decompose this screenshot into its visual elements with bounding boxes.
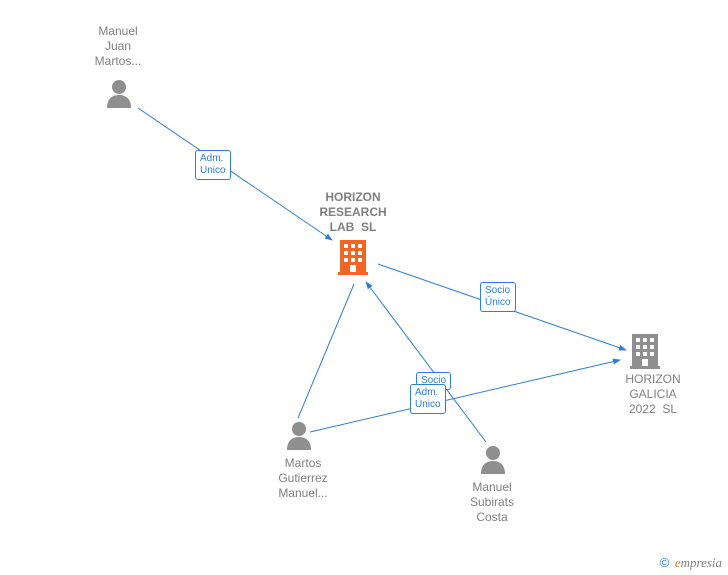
node-label-person: Manuel Subirats Costa xyxy=(462,480,522,525)
edge-adm-unico-1 xyxy=(138,108,332,240)
edge-plain xyxy=(298,284,354,418)
diagram-canvas xyxy=(0,0,728,575)
edge-label: Adm. Unico xyxy=(195,150,231,180)
brand-rest: mpresia xyxy=(681,555,722,570)
person-icon xyxy=(287,422,311,450)
person-icon xyxy=(107,80,131,108)
node-label-company: HORIZON GALICIA 2022 SL xyxy=(618,372,688,417)
building-icon xyxy=(338,240,368,275)
building-icon xyxy=(630,334,660,369)
watermark: © empresia xyxy=(660,555,722,571)
person-icon xyxy=(481,446,505,474)
node-label-person: Manuel Juan Martos... xyxy=(88,24,148,69)
edge-label: Adm. Unico xyxy=(410,384,446,414)
node-label-company-main: HORIZON RESEARCH LAB SL xyxy=(308,190,398,235)
node-label-person: Martos Gutierrez Manuel... xyxy=(268,456,338,501)
edge-socio xyxy=(310,360,620,432)
edge-label: Socio Único xyxy=(480,282,516,312)
copyright-symbol: © xyxy=(660,555,670,570)
edge-adm-unico-2 xyxy=(366,282,486,442)
